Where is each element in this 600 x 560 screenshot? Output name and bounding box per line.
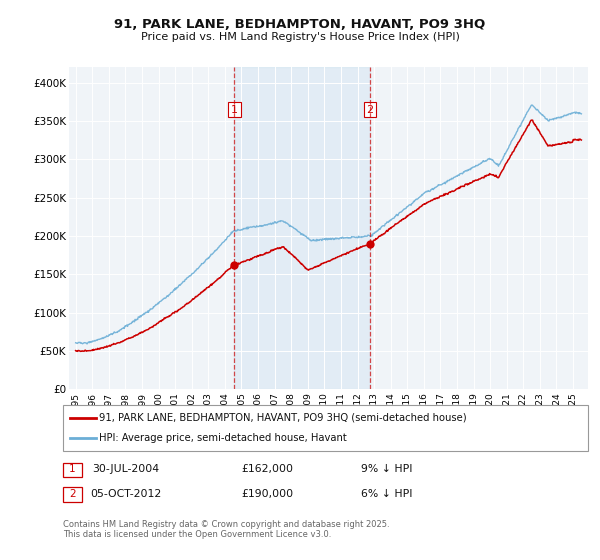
Text: 2: 2 — [367, 105, 374, 115]
Bar — [235, 67, 370, 389]
Text: 91, PARK LANE, BEDHAMPTON, HAVANT, PO9 3HQ: 91, PARK LANE, BEDHAMPTON, HAVANT, PO9 3… — [115, 18, 485, 31]
Text: 1: 1 — [69, 464, 76, 474]
Text: Contains HM Land Registry data © Crown copyright and database right 2025.
This d: Contains HM Land Registry data © Crown c… — [63, 520, 389, 539]
Text: 1: 1 — [231, 105, 238, 115]
Text: £162,000: £162,000 — [241, 464, 293, 474]
Text: 6% ↓ HPI: 6% ↓ HPI — [361, 489, 413, 499]
Text: £190,000: £190,000 — [241, 489, 293, 499]
Text: Price paid vs. HM Land Registry's House Price Index (HPI): Price paid vs. HM Land Registry's House … — [140, 32, 460, 43]
Text: 91, PARK LANE, BEDHAMPTON, HAVANT, PO9 3HQ (semi-detached house): 91, PARK LANE, BEDHAMPTON, HAVANT, PO9 3… — [99, 413, 467, 423]
Text: HPI: Average price, semi-detached house, Havant: HPI: Average price, semi-detached house,… — [99, 433, 347, 443]
Text: 30-JUL-2004: 30-JUL-2004 — [92, 464, 160, 474]
Text: 2: 2 — [69, 489, 76, 499]
Text: 05-OCT-2012: 05-OCT-2012 — [91, 489, 161, 499]
Text: 9% ↓ HPI: 9% ↓ HPI — [361, 464, 413, 474]
